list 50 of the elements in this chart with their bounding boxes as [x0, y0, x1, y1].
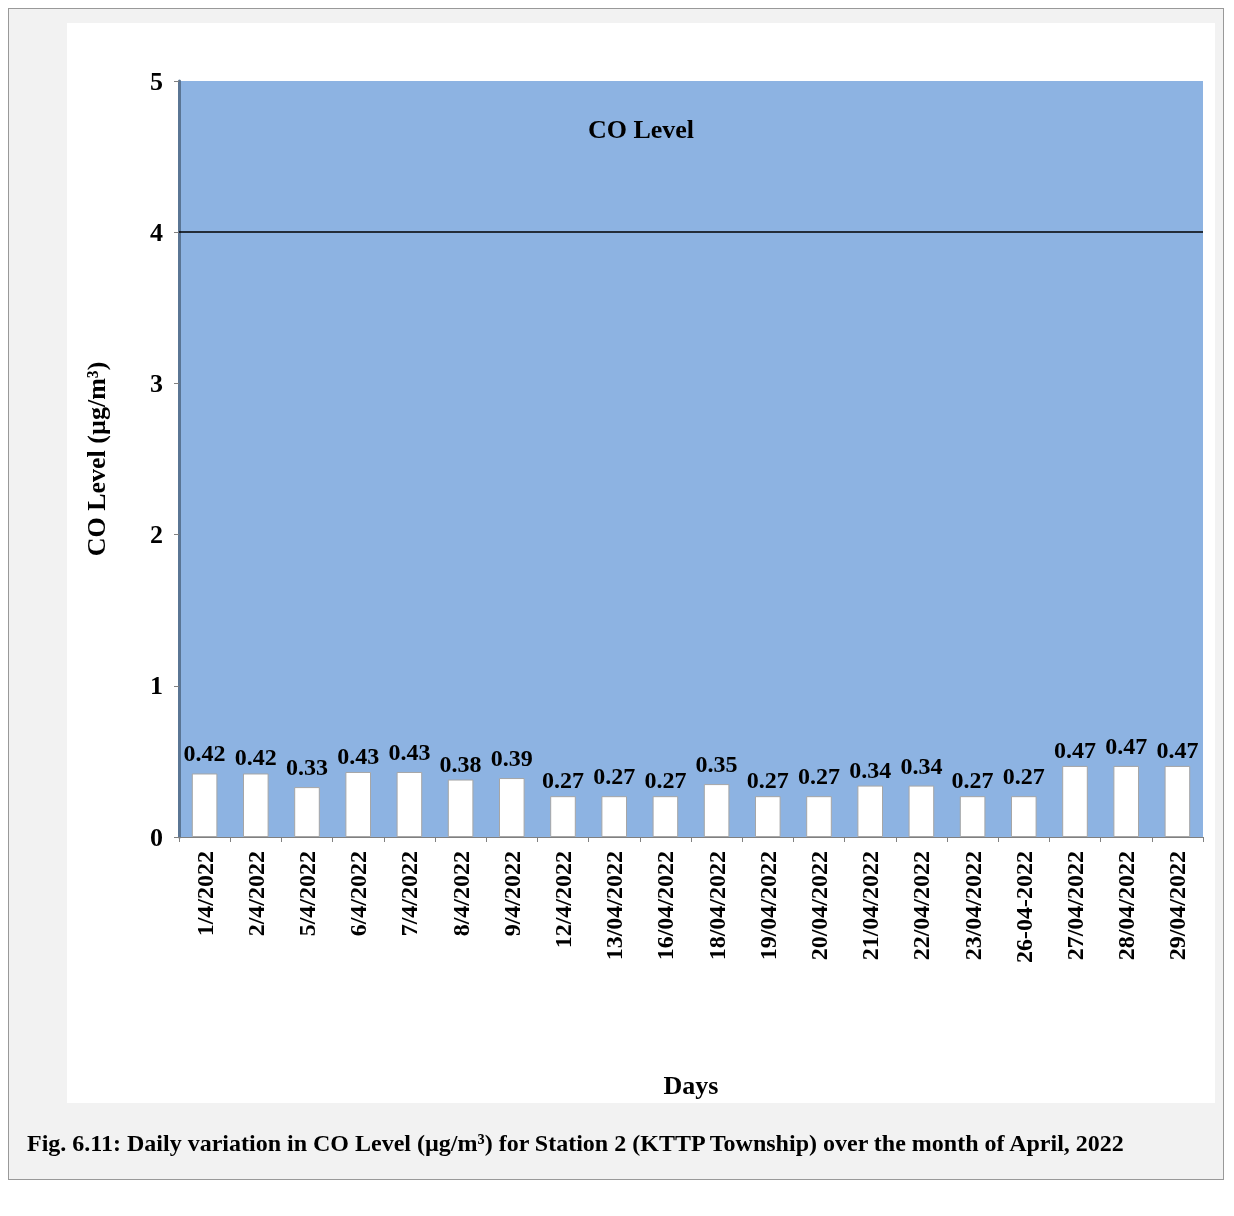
caption: Fig. 6.11: Daily variation in CO Level (µg/m³) for Station 2 (KTTP Township) over the month of April, 2022	[27, 1129, 1125, 1158]
data-label: 0.42	[183, 740, 226, 767]
y-tick-label: 1	[150, 671, 163, 701]
data-label: 0.27	[542, 767, 584, 794]
x-tick-label: 19/04/2022	[754, 851, 781, 961]
x-tick-label: 29/04/2022	[1164, 851, 1191, 961]
data-label: 0.42	[234, 744, 277, 771]
data-label: 0.43	[337, 742, 380, 769]
y-tick-label: 2	[150, 520, 163, 550]
data-label: 0.38	[439, 750, 482, 777]
text: CO Level	[587, 114, 695, 144]
data-label: 0.34	[849, 756, 892, 783]
x-tick-label: 8/4/2022	[447, 851, 474, 937]
x-tick-label: 6/4/2022	[345, 851, 372, 937]
y-axis-title: CO Level (µg/m³)	[81, 361, 111, 557]
x-tick-label: 12/4/2022	[550, 851, 576, 949]
data-label: 0.27	[644, 767, 687, 794]
data-label: 0.47	[1054, 736, 1096, 763]
x-tick-label: 2/4/2022	[242, 851, 269, 937]
y-tick-label: 5	[150, 66, 163, 96]
data-label: 0.27	[593, 763, 636, 790]
x-tick-label: 16/04/2022	[652, 851, 679, 961]
x-tick-label: 26-04-2022	[1010, 851, 1037, 963]
data-label: 0.33	[286, 754, 328, 781]
x-tick-label: 20/04/2022	[806, 851, 832, 961]
data-label: 0.27	[798, 763, 840, 790]
x-axis-title: Days	[663, 1070, 719, 1100]
data-label: 0.27	[1002, 763, 1045, 790]
x-tick-label: 22/04/2022	[908, 851, 935, 961]
data-label: 0.47	[1105, 732, 1148, 759]
x-tick-label: 7/4/2022	[396, 851, 423, 937]
x-tick-label: 28/04/2022	[1113, 851, 1140, 961]
x-tick-label: 27/04/2022	[1062, 851, 1088, 961]
data-label: 0.27	[951, 767, 994, 794]
data-label: 0.39	[490, 745, 533, 772]
data-label: 0.34	[900, 752, 943, 779]
data-label: 0.47	[1156, 736, 1199, 763]
x-tick-label: 21/04/2022	[857, 851, 884, 961]
x-tick-label: 13/04/2022	[601, 851, 628, 961]
x-tick-label: 5/4/2022	[294, 851, 320, 937]
data-label: 0.43	[388, 738, 431, 765]
y-tick-label: 0	[150, 822, 163, 852]
x-tick-label: 9/4/2022	[498, 851, 525, 937]
x-tick-label: 1/4/2022	[191, 851, 218, 937]
data-label: 0.35	[695, 751, 738, 778]
x-tick-label: 23/04/2022	[959, 851, 986, 961]
y-tick-label: 4	[150, 217, 163, 247]
y-tick-label: 3	[150, 368, 163, 398]
data-label: 0.27	[746, 767, 789, 794]
x-tick-label: 18/04/2022	[703, 851, 730, 961]
